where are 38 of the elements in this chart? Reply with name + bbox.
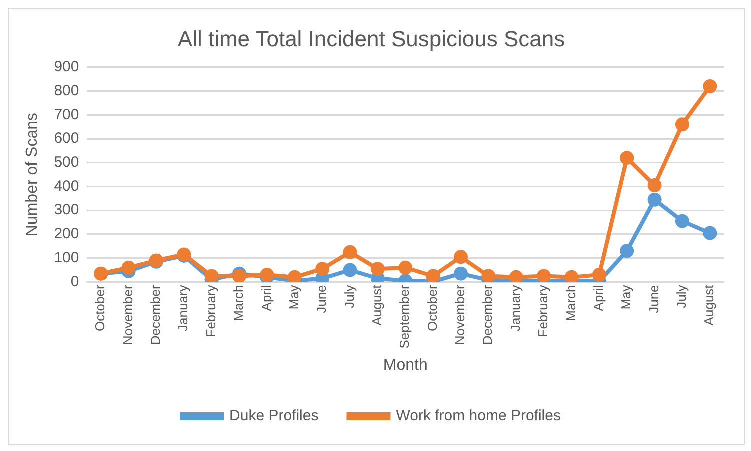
y-tick-label: 800 [54,82,80,100]
y-tick-label: 600 [54,130,80,148]
x-tick-label: October [424,284,440,332]
y-tick-label: 100 [54,249,80,266]
x-tick-label: August [370,284,385,326]
x-tick-label: May [618,284,634,310]
chart-title: All time Total Incident Suspicious Scans [178,26,566,52]
y-tick-label: 0 [70,273,80,290]
y-tick-label: 900 [54,58,80,76]
x-tick-label: August [702,284,717,326]
x-tick-label: December [148,284,164,346]
x-tick-label: September [397,284,412,349]
legend-label: Duke Profiles [230,408,319,425]
y-tick-label: 200 [54,226,80,243]
y-tick-label: 400 [54,178,80,195]
x-tick-label: October [92,284,108,332]
x-tick-label: February [203,284,218,338]
x-tick-label: February [536,284,551,338]
x-tick-label: June [646,285,662,314]
x-tick-label: November [452,284,468,346]
x-axis-title: Month [383,356,428,374]
legend-label: Work from home Profiles [396,408,561,425]
x-tick-label: January [508,284,523,332]
x-tick-label: December [480,284,496,346]
x-tick-label: May [286,284,302,310]
y-axis-title: Number of Scans [24,113,42,237]
x-tick-label: July [674,284,690,308]
x-tick-label: January [176,284,191,332]
y-tick-label: 500 [54,154,80,172]
y-tick-label: 700 [54,106,80,124]
x-tick-label: July [342,284,357,308]
x-tick-label: March [563,285,578,322]
y-tick-label: 300 [54,202,80,219]
x-tick-label: November [120,284,136,346]
x-tick-label: April [258,285,274,312]
x-tick-label: April [590,285,606,312]
x-tick-label: June [314,285,330,314]
x-tick-label: March [231,285,246,322]
